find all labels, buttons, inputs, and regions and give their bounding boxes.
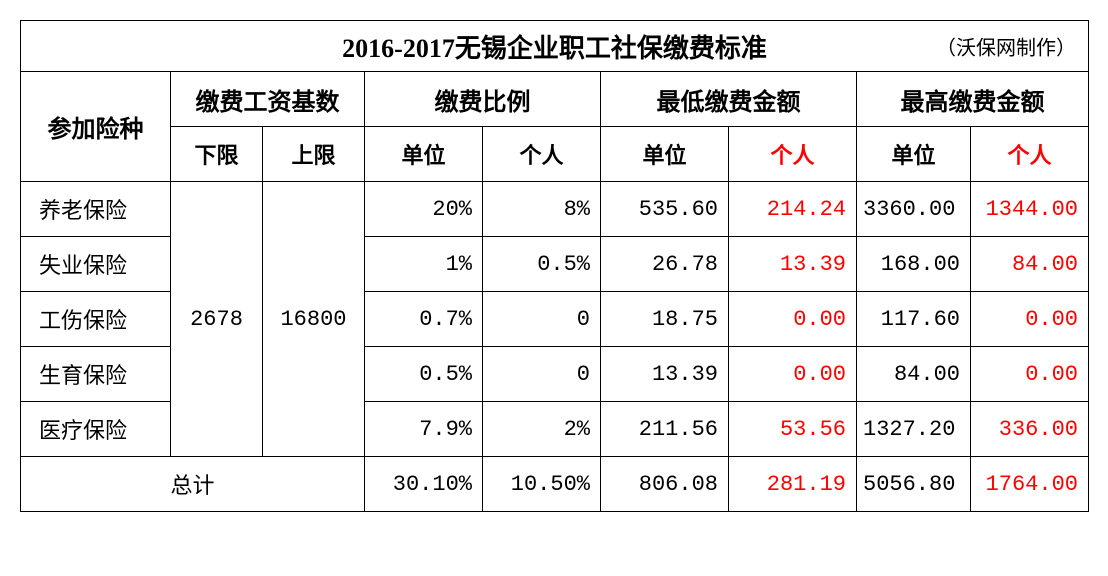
min-unit-cell: 26.78 bbox=[601, 237, 729, 292]
total-row: 总计 30.10% 10.50% 806.08 281.19 5056.80 1… bbox=[21, 457, 1089, 512]
max-unit-cell: 84.00 bbox=[857, 347, 971, 402]
min-unit-cell: 211.56 bbox=[601, 402, 729, 457]
total-label: 总计 bbox=[21, 457, 365, 512]
min-person-cell: 13.39 bbox=[729, 237, 857, 292]
max-person-cell: 0.00 bbox=[971, 347, 1089, 402]
min-person-cell: 0.00 bbox=[729, 347, 857, 402]
max-person-cell: 0.00 bbox=[971, 292, 1089, 347]
ratio-unit-cell: 7.9% bbox=[365, 402, 483, 457]
min-person-cell: 214.24 bbox=[729, 182, 857, 237]
max-unit-cell: 3360.00 bbox=[857, 182, 971, 237]
base-lower-cell: 2678 bbox=[171, 182, 263, 457]
ratio-unit-cell: 1% bbox=[365, 237, 483, 292]
total-max-person: 1764.00 bbox=[971, 457, 1089, 512]
min-unit-cell: 18.75 bbox=[601, 292, 729, 347]
max-person-cell: 84.00 bbox=[971, 237, 1089, 292]
min-unit-cell: 13.39 bbox=[601, 347, 729, 402]
header-ratio-unit: 单位 bbox=[365, 127, 483, 182]
header-min-person: 个人 bbox=[729, 127, 857, 182]
ratio-unit-cell: 0.7% bbox=[365, 292, 483, 347]
total-min-unit: 806.08 bbox=[601, 457, 729, 512]
header-max-person: 个人 bbox=[971, 127, 1089, 182]
title-row: 2016-2017无锡企业职工社保缴费标准 （沃保网制作） bbox=[21, 21, 1089, 72]
ratio-person-cell: 0 bbox=[483, 347, 601, 402]
header-max: 最高缴费金额 bbox=[857, 72, 1089, 127]
header-min-unit: 单位 bbox=[601, 127, 729, 182]
header-base-upper: 上限 bbox=[263, 127, 365, 182]
ratio-person-cell: 8% bbox=[483, 182, 601, 237]
max-unit-cell: 117.60 bbox=[857, 292, 971, 347]
insurance-table: 2016-2017无锡企业职工社保缴费标准 （沃保网制作） 参加险种 缴费工资基… bbox=[20, 20, 1089, 512]
base-upper-cell: 16800 bbox=[263, 182, 365, 457]
table-title-cell: 2016-2017无锡企业职工社保缴费标准 （沃保网制作） bbox=[21, 21, 1089, 72]
row-label: 养老保险 bbox=[21, 182, 171, 237]
ratio-unit-cell: 0.5% bbox=[365, 347, 483, 402]
table-title-note: （沃保网制作） bbox=[936, 32, 1076, 61]
min-person-cell: 53.56 bbox=[729, 402, 857, 457]
header-base: 缴费工资基数 bbox=[171, 72, 365, 127]
header-row-1: 参加险种 缴费工资基数 缴费比例 最低缴费金额 最高缴费金额 bbox=[21, 72, 1089, 127]
max-unit-cell: 1327.20 bbox=[857, 402, 971, 457]
row-label: 工伤保险 bbox=[21, 292, 171, 347]
row-label: 生育保险 bbox=[21, 347, 171, 402]
header-base-lower: 下限 bbox=[171, 127, 263, 182]
header-insurance-type: 参加险种 bbox=[21, 72, 171, 182]
header-min: 最低缴费金额 bbox=[601, 72, 857, 127]
header-max-unit: 单位 bbox=[857, 127, 971, 182]
ratio-person-cell: 0 bbox=[483, 292, 601, 347]
row-label: 医疗保险 bbox=[21, 402, 171, 457]
total-ratio-person: 10.50% bbox=[483, 457, 601, 512]
row-label: 失业保险 bbox=[21, 237, 171, 292]
total-max-unit: 5056.80 bbox=[857, 457, 971, 512]
table-title: 2016-2017无锡企业职工社保缴费标准 bbox=[342, 34, 767, 63]
ratio-person-cell: 2% bbox=[483, 402, 601, 457]
ratio-unit-cell: 20% bbox=[365, 182, 483, 237]
total-ratio-unit: 30.10% bbox=[365, 457, 483, 512]
total-min-person: 281.19 bbox=[729, 457, 857, 512]
header-ratio-person: 个人 bbox=[483, 127, 601, 182]
header-ratio: 缴费比例 bbox=[365, 72, 601, 127]
table-row: 养老保险 2678 16800 20% 8% 535.60 214.24 336… bbox=[21, 182, 1089, 237]
min-person-cell: 0.00 bbox=[729, 292, 857, 347]
min-unit-cell: 535.60 bbox=[601, 182, 729, 237]
max-unit-cell: 168.00 bbox=[857, 237, 971, 292]
header-row-2: 下限 上限 单位 个人 单位 个人 单位 个人 bbox=[21, 127, 1089, 182]
max-person-cell: 336.00 bbox=[971, 402, 1089, 457]
ratio-person-cell: 0.5% bbox=[483, 237, 601, 292]
max-person-cell: 1344.00 bbox=[971, 182, 1089, 237]
